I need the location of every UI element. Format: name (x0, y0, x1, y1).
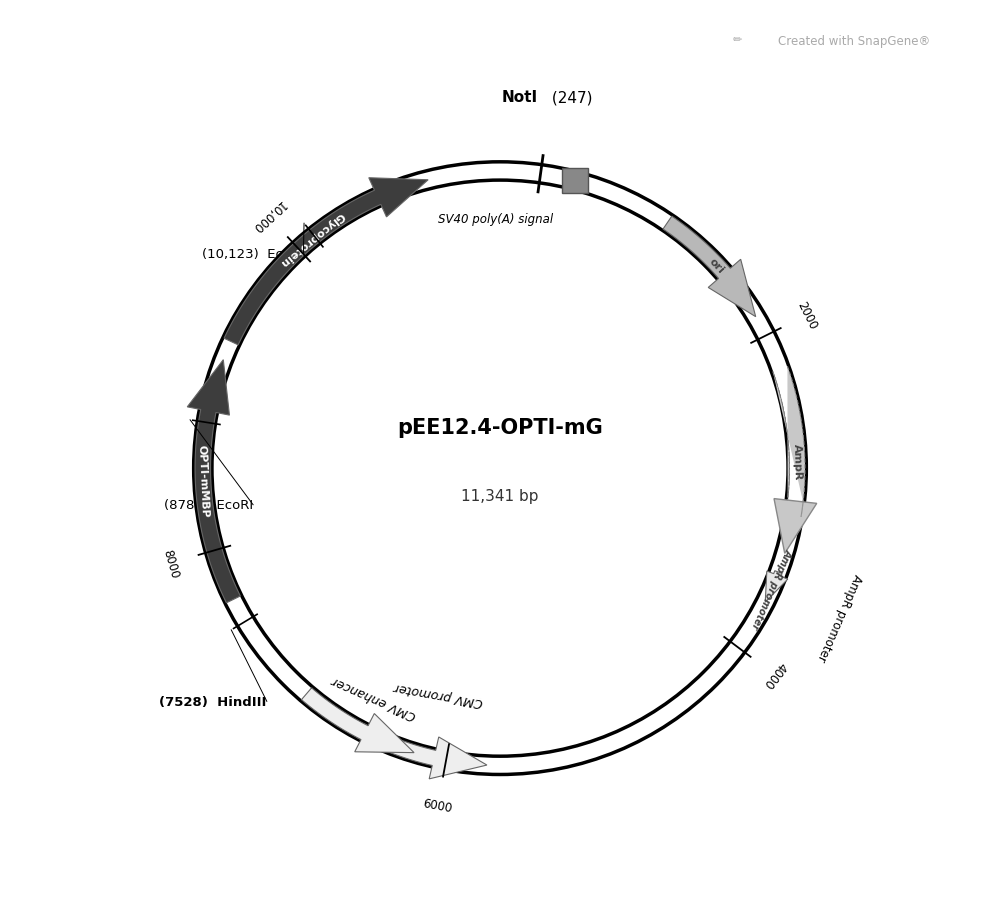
Text: (247): (247) (547, 90, 592, 105)
Text: 11,341 bp: 11,341 bp (461, 489, 539, 504)
Polygon shape (224, 178, 428, 346)
Text: AmpR promoter: AmpR promoter (750, 546, 794, 630)
Text: SV40 poly(A) signal: SV40 poly(A) signal (438, 212, 553, 225)
Text: (10,123)  EcoRI: (10,123) EcoRI (202, 247, 303, 260)
Text: CMV enhancer: CMV enhancer (330, 673, 418, 720)
Polygon shape (765, 571, 788, 603)
Text: Glycoprotein: Glycoprotein (277, 210, 345, 268)
Text: AmpR promoter: AmpR promoter (814, 572, 864, 663)
Text: Created with SnapGene®: Created with SnapGene® (778, 35, 930, 48)
Text: 8000: 8000 (160, 548, 181, 579)
Text: ✏: ✏ (733, 35, 743, 45)
Polygon shape (187, 360, 240, 603)
Text: ori: ori (707, 255, 726, 275)
Polygon shape (774, 499, 817, 554)
Text: NotI: NotI (501, 90, 537, 105)
Text: OPTI-mMBP: OPTI-mMBP (197, 445, 210, 517)
Polygon shape (663, 217, 756, 317)
Text: 2000: 2000 (794, 300, 819, 332)
FancyBboxPatch shape (562, 168, 588, 194)
Text: 10,000: 10,000 (249, 198, 287, 235)
Text: (8785)  EcoRI: (8785) EcoRI (164, 499, 253, 512)
Text: pEE12.4-OPTI-mG: pEE12.4-OPTI-mG (397, 417, 603, 437)
Text: 4000: 4000 (760, 659, 788, 690)
Polygon shape (301, 688, 414, 753)
Text: (7528)  HindIII: (7528) HindIII (159, 695, 267, 708)
Text: 6000: 6000 (422, 797, 453, 814)
Text: AmpR: AmpR (792, 443, 803, 480)
Polygon shape (357, 724, 487, 779)
Polygon shape (773, 367, 805, 503)
Text: CMV promoter: CMV promoter (393, 679, 484, 708)
